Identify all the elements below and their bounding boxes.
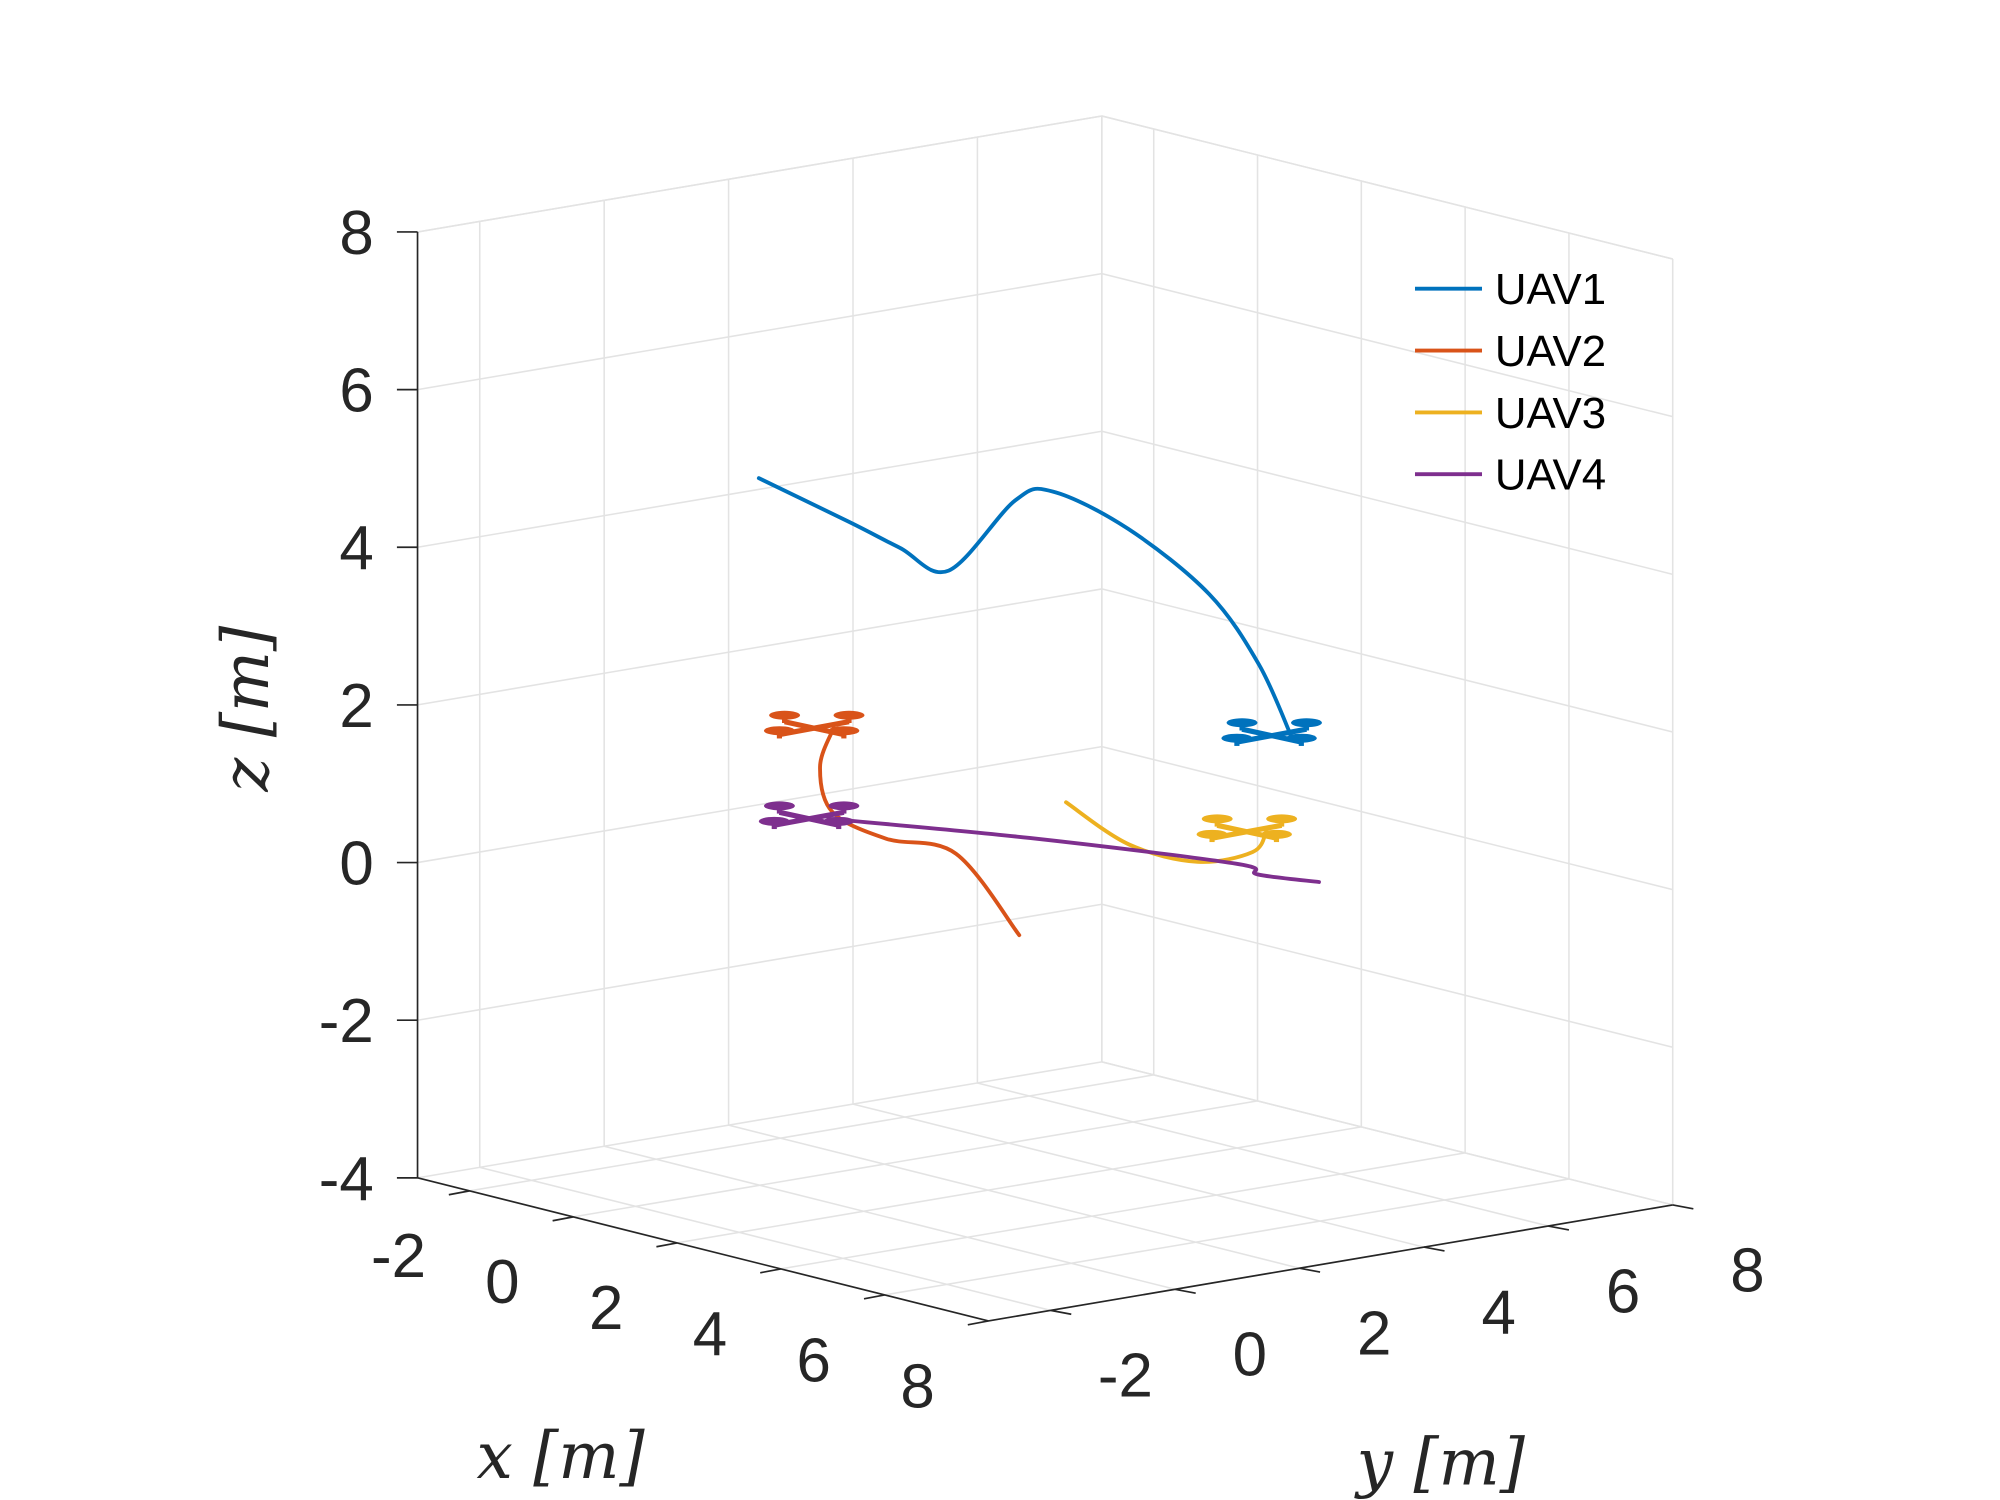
x-axis-label: x [m]	[476, 1419, 645, 1494]
series-line-uav2	[818, 726, 1022, 938]
drone-icon-uav1	[1221, 718, 1322, 746]
y-tick-label: 0	[1233, 1321, 1267, 1390]
gridline-floor-x	[676, 1126, 1362, 1244]
gridline-floor-x	[780, 1152, 1466, 1270]
x-tick-mark	[448, 1190, 470, 1196]
series-line-uav1	[756, 476, 1293, 738]
series-line-uav4	[826, 816, 1321, 884]
gridline-wall-z	[1101, 903, 1673, 1049]
series-layer	[756, 476, 1322, 938]
x-tick-mark	[552, 1216, 574, 1222]
x-tick-mark	[967, 1320, 989, 1326]
gridline-wall-z	[1101, 588, 1673, 733]
axes	[396, 231, 1694, 1326]
y-tick-mark	[1548, 1225, 1570, 1231]
x-axis-line	[417, 1177, 989, 1322]
x-tick-label: 4	[693, 1300, 727, 1369]
gridline-floor-y	[728, 1124, 1300, 1269]
gridline-wall-z	[1101, 272, 1673, 418]
gridline-floor-y	[852, 1103, 1425, 1248]
gridline-wall-z	[417, 430, 1102, 549]
y-axis-line	[988, 1204, 1673, 1322]
y-tick-label: 8	[1730, 1236, 1764, 1305]
series-line-uav3	[1064, 800, 1269, 864]
y-tick-mark	[1299, 1267, 1321, 1273]
y-tick-label: 2	[1357, 1300, 1391, 1369]
drone-rotor	[1221, 733, 1253, 743]
y-tick-mark	[1174, 1288, 1196, 1294]
z-tick-label: 4	[339, 514, 373, 583]
drone-icon-uav2	[763, 710, 865, 739]
drone-rotor	[763, 801, 795, 811]
legend-label: UAV2	[1495, 327, 1606, 376]
drone-rotor	[758, 816, 790, 826]
z-tick-label: 0	[339, 829, 373, 898]
legend-label: UAV1	[1495, 265, 1606, 314]
z-tick-label: 8	[339, 199, 373, 268]
gridline-floor-x	[884, 1178, 1570, 1296]
x-tick-label: 8	[900, 1352, 934, 1421]
y-tick-label: -2	[1098, 1342, 1153, 1411]
gridline-wall-z	[1101, 745, 1673, 891]
drone-rotor	[823, 816, 855, 826]
y-tick-label: 4	[1481, 1278, 1515, 1347]
gridline-floor-y	[977, 1082, 1549, 1227]
gridline-floor-x	[573, 1100, 1258, 1218]
gridline-wall-z	[417, 272, 1102, 391]
y-tick-mark	[1423, 1246, 1445, 1252]
legend-label: UAV3	[1495, 389, 1606, 438]
legend-label: UAV4	[1495, 451, 1606, 500]
x-tick-mark	[863, 1294, 885, 1300]
drone-rotor	[833, 710, 865, 720]
gridline-wall-z	[417, 588, 1102, 706]
y-tick-mark	[1050, 1309, 1072, 1316]
legend: UAV1 UAV2 UAV3 UAV4	[1414, 265, 1606, 500]
x-tick-mark	[656, 1242, 678, 1248]
gridline-wall-z	[417, 903, 1102, 1021]
z-tick-label: 6	[339, 357, 373, 426]
gridline-wall-z	[1101, 1061, 1673, 1206]
x-tick-label: 0	[485, 1248, 519, 1317]
x-tick-label: 6	[797, 1326, 831, 1395]
drone-icon-uav4	[758, 801, 860, 830]
gridline-wall-z	[1101, 430, 1673, 576]
gridline-floor-y	[479, 1166, 1051, 1312]
z-tick-label: 2	[339, 672, 373, 741]
gridline-floor-x	[469, 1074, 1154, 1192]
x-tick-label: -2	[371, 1222, 426, 1291]
drone-rotor	[1285, 733, 1317, 743]
y-tick-mark	[1672, 1204, 1694, 1210]
drone-icon-uav3	[1196, 814, 1298, 843]
drone-rotor	[769, 710, 801, 720]
gridline-floor-y	[603, 1145, 1176, 1291]
box-edge	[1101, 115, 1673, 260]
gridline-wall-z	[417, 745, 1102, 864]
drone-rotor	[828, 801, 860, 811]
z-axis-label: z [m]	[209, 625, 284, 793]
z-tick-label: -2	[319, 987, 374, 1056]
box-edge	[417, 115, 1102, 233]
gridline-wall-z	[417, 1061, 1102, 1179]
x-tick-label: 2	[589, 1274, 623, 1343]
y-axis-label: y [m]	[1354, 1426, 1526, 1500]
y-tick-label: 6	[1606, 1257, 1640, 1326]
grid	[417, 115, 1674, 1322]
x-tick-mark	[760, 1268, 781, 1274]
z-tick-label: -4	[319, 1145, 374, 1214]
